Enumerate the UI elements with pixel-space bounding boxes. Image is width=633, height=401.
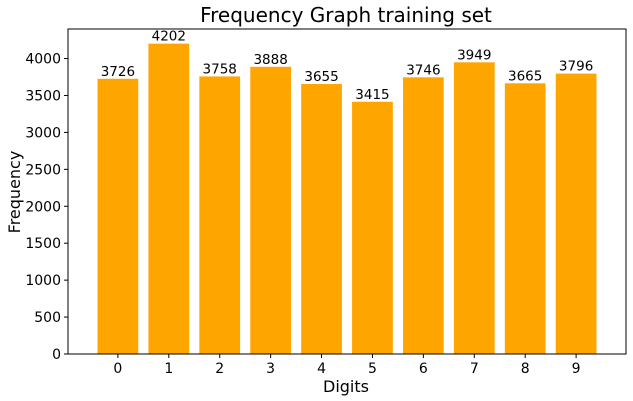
x-tick-label-2: 2 bbox=[215, 361, 224, 377]
data-label-digit-6: 3746 bbox=[406, 62, 440, 78]
data-label-digit-5: 3415 bbox=[355, 87, 389, 103]
bar-digit-1 bbox=[148, 43, 190, 355]
x-tick-label-6: 6 bbox=[419, 361, 428, 377]
y-tick-label-1000: 1000 bbox=[25, 273, 61, 289]
bar-digit-0 bbox=[97, 78, 139, 354]
bar-digit-5 bbox=[352, 101, 393, 354]
bar-digit-2 bbox=[199, 76, 241, 355]
x-tick-label-0: 0 bbox=[113, 361, 122, 377]
data-label-digit-0: 3726 bbox=[101, 64, 135, 80]
x-tick-label-1: 1 bbox=[164, 361, 173, 377]
y-tick-label-1500: 1500 bbox=[25, 236, 61, 252]
bar-digit-3 bbox=[250, 66, 291, 354]
y-axis-label: Frequency bbox=[5, 151, 24, 234]
y-tick-label-3500: 3500 bbox=[25, 88, 61, 104]
bar-digit-8 bbox=[504, 83, 546, 354]
data-label-digit-8: 3665 bbox=[508, 68, 542, 84]
data-label-digit-3: 3888 bbox=[253, 52, 287, 68]
data-label-digit-2: 3758 bbox=[203, 61, 237, 77]
x-tick-label-7: 7 bbox=[470, 361, 479, 377]
chart-title: Frequency Graph training set bbox=[200, 3, 492, 27]
y-tick-label-2000: 2000 bbox=[25, 199, 61, 215]
bar-digit-9 bbox=[555, 73, 597, 355]
x-tick-label-3: 3 bbox=[266, 361, 275, 377]
x-tick-label-8: 8 bbox=[521, 361, 530, 377]
y-tick-label-2500: 2500 bbox=[25, 162, 61, 178]
data-label-digit-1: 4202 bbox=[152, 29, 186, 45]
y-tick-label-0: 0 bbox=[52, 347, 61, 363]
axes-frame bbox=[67, 28, 627, 355]
plot-area: 3726420237583888365534153746394936653796… bbox=[25, 28, 627, 377]
x-tick-label-4: 4 bbox=[317, 361, 326, 377]
x-axis-label: Digits bbox=[323, 377, 369, 396]
data-label-digit-9: 3796 bbox=[559, 59, 593, 75]
bar-digit-7 bbox=[453, 62, 495, 355]
y-tick-label-4000: 4000 bbox=[25, 52, 61, 68]
data-label-digit-4: 3655 bbox=[304, 69, 338, 85]
y-tick-label-500: 500 bbox=[34, 310, 61, 326]
y-tick-label-3000: 3000 bbox=[25, 125, 61, 141]
bar-digit-6 bbox=[403, 77, 444, 354]
x-tick-label-9: 9 bbox=[572, 361, 581, 377]
data-label-digit-7: 3949 bbox=[457, 47, 491, 63]
x-tick-label-5: 5 bbox=[368, 361, 377, 377]
bar-digit-4 bbox=[301, 84, 342, 354]
